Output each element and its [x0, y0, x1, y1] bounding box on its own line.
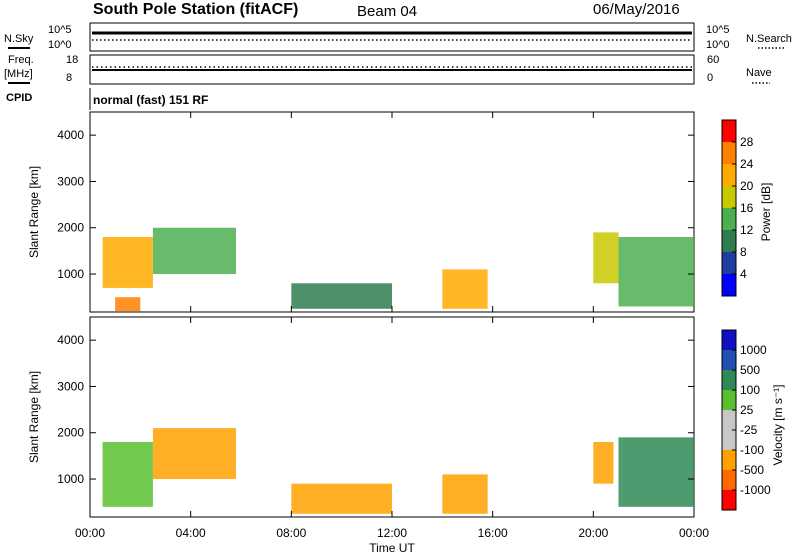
power-patch: [593, 232, 619, 284]
power-y-tick-label: 1000: [57, 267, 84, 281]
power-patch: [152, 227, 236, 275]
power-colorbar: 28 24 20 16 12 8 4: [721, 119, 754, 297]
velocity-y-axis-title: Slant Range [km]: [27, 371, 41, 463]
cpid-value: normal (fast) 151 RF: [93, 93, 208, 107]
velocity-colorbar-tick-label: -25: [740, 423, 758, 437]
power-patch: [442, 269, 488, 309]
power-colorbar-swatch: [722, 164, 736, 186]
velocity-y-tick-label: 4000: [57, 333, 84, 347]
velocity-y-tick-label: 3000: [57, 379, 84, 393]
power-colorbar-swatch: [722, 208, 736, 230]
power-patch: [618, 237, 694, 307]
power-colorbar-tick-label: 24: [740, 157, 754, 171]
velocity-panel: 1000 2000 3000 4000 Slant Range [km]: [27, 316, 695, 518]
power-patch: [102, 237, 153, 288]
velocity-colorbar: 1000 500 100 25 -25 -100 -500 -1000: [721, 329, 771, 511]
velocity-colorbar-tick-label: 1000: [740, 343, 767, 357]
noise-panel-frame: [89, 22, 695, 52]
time-tick-label: 04:00: [176, 526, 206, 540]
cpid-label: CPID: [6, 92, 32, 104]
power-colorbar-swatch: [722, 274, 736, 296]
power-colorbar-swatch: [722, 186, 736, 208]
velocity-patch: [593, 442, 614, 484]
power-colorbar-swatch: [722, 142, 736, 164]
power-colorbar-swatch: [722, 230, 736, 252]
velocity-patch: [442, 474, 488, 514]
power-colorbar-title: Power [dB]: [759, 183, 773, 242]
velocity-colorbar-tick-label: 25: [740, 403, 754, 417]
velocity-y-tick-label: 1000: [57, 472, 84, 486]
date-label: 06/May/2016: [593, 1, 680, 18]
velocity-colorbar-swatch: [722, 390, 736, 410]
noise-sky-label: N.Sky: [4, 33, 34, 45]
velocity-colorbar-frame: [721, 329, 737, 511]
power-colorbar-tick-label: 28: [740, 135, 754, 149]
power-colorbar-tick-label: 16: [740, 201, 754, 215]
power-colorbar-swatch: [722, 120, 736, 142]
nave-tick-top: 60: [707, 54, 719, 66]
freq-tick-bottom: 8: [66, 72, 72, 84]
power-y-axis: 1000 2000 3000 4000: [57, 128, 694, 281]
power-colorbar-tick-label: 4: [740, 267, 747, 281]
freq-tick-top: 18: [66, 54, 78, 66]
velocity-colorbar-tick-label: -500: [740, 463, 764, 477]
power-heatmap: [102, 227, 694, 312]
time-tick-label: 16:00: [478, 526, 508, 540]
time-tick-label: 08:00: [276, 526, 306, 540]
noise-right-tick-top: 10^5: [706, 24, 730, 36]
noise-left-tick-bottom: 10^0: [48, 39, 72, 51]
time-axis-title: Time UT: [369, 541, 415, 554]
power-patch: [115, 297, 141, 312]
velocity-colorbar-tick-label: -1000: [740, 483, 771, 497]
power-panel: 1000 2000 3000 4000 Slant Range [km]: [27, 111, 695, 313]
nave-tick-bottom: 0: [707, 72, 713, 84]
velocity-colorbar-swatch: [722, 330, 736, 350]
frequency-panel-frame: [89, 54, 695, 85]
time-tick-label: 00:00: [75, 526, 105, 540]
velocity-patch: [152, 428, 236, 480]
velocity-y-tick-label: 2000: [57, 426, 84, 440]
time-tick-label: 12:00: [377, 526, 407, 540]
freq-label-top: Freq.: [8, 54, 34, 66]
velocity-colorbar-tick-label: -100: [740, 443, 764, 457]
power-colorbar-swatch: [722, 252, 736, 274]
noise-left-tick-top: 10^5: [48, 24, 72, 36]
velocity-colorbar-swatch: [722, 370, 736, 390]
station-title: South Pole Station (fitACF): [93, 1, 298, 18]
power-colorbar-tick-label: 20: [740, 179, 754, 193]
velocity-colorbar-swatch: [722, 450, 736, 470]
velocity-colorbar-swatch: [722, 490, 736, 510]
velocity-colorbar-tick-label: 500: [740, 363, 760, 377]
velocity-colorbar-swatch: [722, 430, 736, 450]
power-y-tick-label: 2000: [57, 221, 84, 235]
power-y-tick-label: 3000: [57, 174, 84, 188]
power-patch: [291, 283, 392, 309]
power-y-axis-title: Slant Range [km]: [27, 166, 41, 258]
frequency-panel: Freq. [MHz] 18 8 60 0 Nave: [4, 54, 772, 85]
power-y-tick-label: 4000: [57, 128, 84, 142]
nave-label: Nave: [746, 67, 772, 79]
time-axis: 00:00 04:00 08:00 12:00 16:00 20:00 00:00: [75, 112, 709, 540]
velocity-patch: [618, 437, 694, 507]
power-colorbar-tick-label: 8: [740, 245, 747, 259]
beam-label: Beam 04: [357, 3, 417, 20]
velocity-patch: [291, 483, 392, 514]
velocity-colorbar-swatch: [722, 470, 736, 490]
noise-search-label: N.Search: [746, 33, 792, 45]
velocity-colorbar-swatch: [722, 350, 736, 370]
power-colorbar-tick-label: 12: [740, 223, 754, 237]
velocity-colorbar-swatch: [722, 410, 736, 430]
velocity-heatmap: [102, 428, 694, 514]
noise-right-tick-bottom: 10^0: [706, 39, 730, 51]
velocity-patch: [102, 442, 153, 507]
velocity-colorbar-title: Velocity [m s⁻¹]: [771, 384, 785, 465]
velocity-colorbar-tick-label: 100: [740, 383, 760, 397]
freq-label-bottom: [MHz]: [4, 68, 33, 80]
time-tick-label: 00:00: [679, 526, 709, 540]
noise-panel: N.Sky 10^5 10^0 10^5 10^0 N.Search: [4, 22, 792, 52]
time-tick-label: 20:00: [578, 526, 608, 540]
velocity-y-axis: 1000 2000 3000 4000: [57, 333, 694, 486]
